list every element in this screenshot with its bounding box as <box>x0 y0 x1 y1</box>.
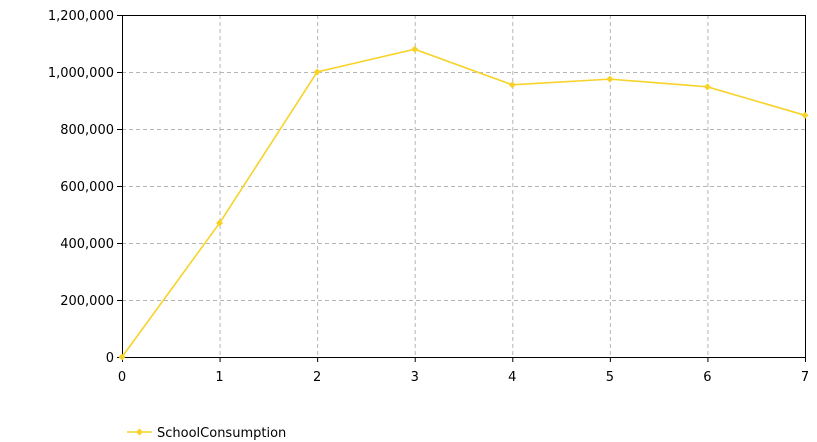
y-tick-label: 1,000,000 <box>48 66 114 81</box>
data-point <box>703 83 711 91</box>
x-tick-label: 7 <box>801 370 809 385</box>
grid-lines <box>122 15 805 357</box>
data-point <box>411 45 419 53</box>
data-point <box>216 219 224 227</box>
y-tick-label: 600,000 <box>60 180 114 195</box>
legend-marker <box>136 428 143 436</box>
y-tick-label: 0 <box>106 351 114 366</box>
series-line <box>121 48 806 358</box>
y-tick-label: 1,200,000 <box>48 9 114 24</box>
legend: SchoolConsumption <box>127 426 286 441</box>
legend-label: SchoolConsumption <box>157 426 286 441</box>
x-tick-label: 0 <box>118 370 126 385</box>
x-tick-label: 3 <box>411 370 419 385</box>
data-point <box>508 81 516 89</box>
y-tick-label: 200,000 <box>60 294 114 309</box>
data-point <box>606 75 614 83</box>
y-axis-tick-labels: 0 200,000 400,000 600,000 800,000 1,000,000 1,… <box>48 9 122 366</box>
data-point <box>801 111 809 119</box>
y-tick-label: 400,000 <box>60 237 114 252</box>
plot-area-border <box>122 15 806 358</box>
x-axis-tick-labels: 0 1 2 3 4 5 6 7 <box>118 357 809 385</box>
data-point <box>118 353 126 361</box>
x-tick-label: 2 <box>313 370 321 385</box>
x-tick-label: 6 <box>703 370 711 385</box>
x-tick-label: 4 <box>508 370 516 385</box>
x-tick-label: 5 <box>606 370 614 385</box>
data-point <box>313 68 321 76</box>
x-tick-label: 1 <box>215 370 223 385</box>
series-lines <box>118 45 809 361</box>
y-tick-label: 800,000 <box>60 123 114 138</box>
